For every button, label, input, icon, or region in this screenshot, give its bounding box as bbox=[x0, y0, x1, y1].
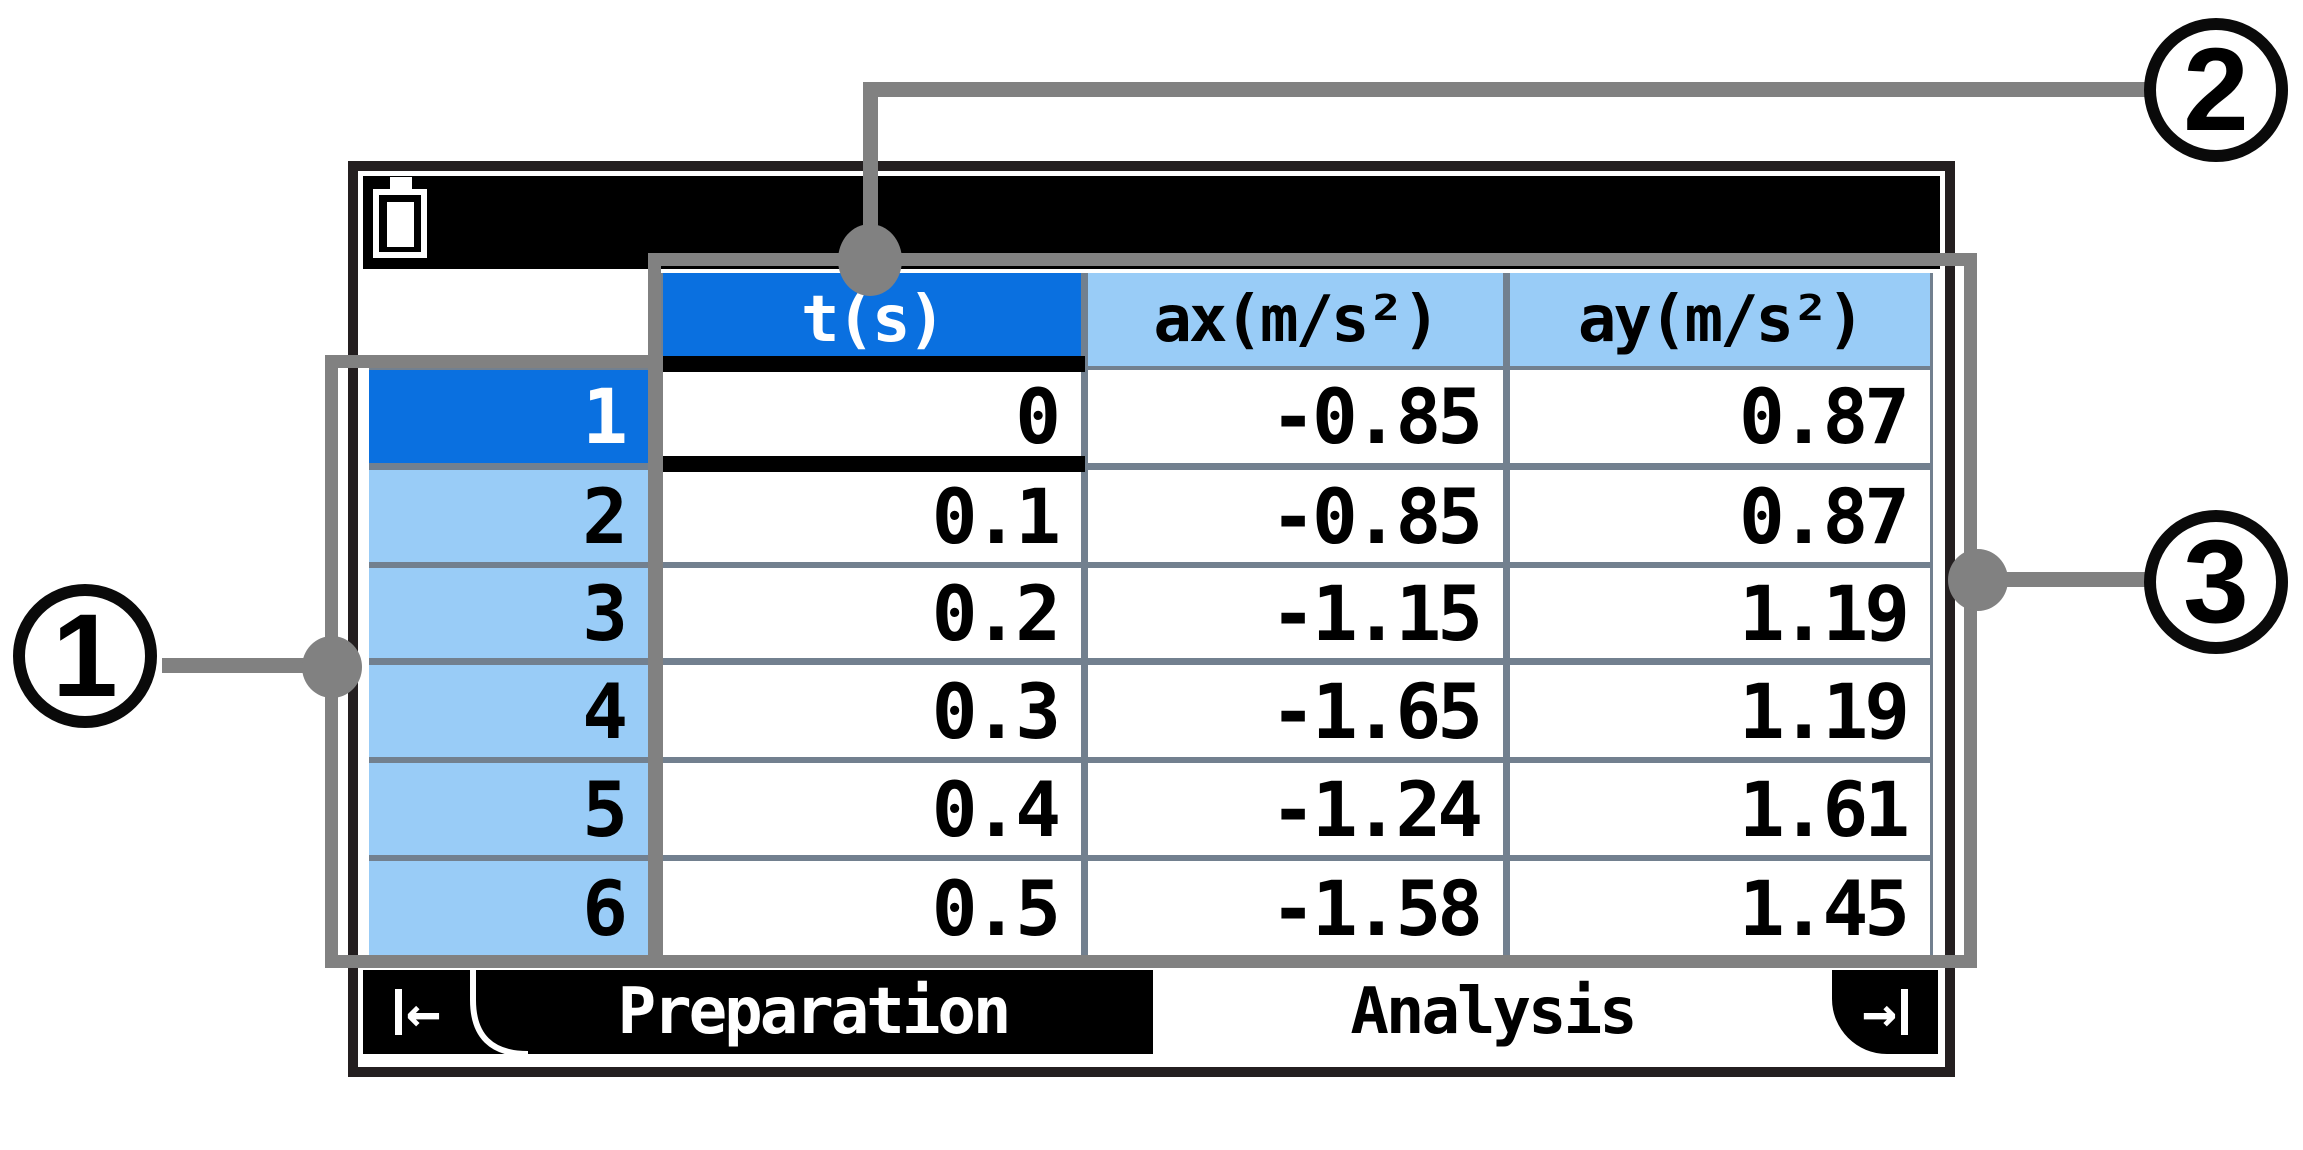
callout-3-badge: 3 bbox=[2144, 510, 2288, 654]
corner-cell bbox=[369, 273, 648, 366]
cell-ay-2[interactable]: 0.87 bbox=[1510, 470, 1930, 562]
row-header-2[interactable]: 2 bbox=[369, 470, 648, 562]
callout-1-line bbox=[162, 658, 332, 673]
cell-t-4[interactable]: 0.3 bbox=[663, 665, 1081, 757]
callout-frame-data-area bbox=[648, 253, 1977, 968]
callout-2-line bbox=[870, 82, 2145, 97]
cell-t-6[interactable]: 0.5 bbox=[663, 861, 1081, 955]
next-tabs-button[interactable] bbox=[1832, 970, 1938, 1054]
cell-ay-5[interactable]: 1.61 bbox=[1510, 763, 1930, 855]
arrow-to-end-icon: → bbox=[1862, 978, 1908, 1046]
cell-t-1 selected-cell[interactable]: 0 bbox=[663, 370, 1081, 463]
cell-t-5[interactable]: 0.4 bbox=[663, 763, 1081, 855]
battery-icon bbox=[390, 177, 412, 191]
cell-ay-6[interactable]: 1.45 bbox=[1510, 861, 1930, 955]
tab-bar-bottom-strip bbox=[363, 1054, 1938, 1066]
first-tab-icon[interactable]: ← bbox=[372, 970, 464, 1054]
callout-2-dot bbox=[838, 224, 902, 296]
tab-preparation[interactable]: Preparation bbox=[617, 975, 1012, 1049]
cell-ay-1[interactable]: 0.87 bbox=[1510, 370, 1930, 463]
row-header-6[interactable]: 6 bbox=[369, 861, 648, 955]
column-header-ax[interactable]: ax(m/s²) bbox=[1088, 273, 1503, 366]
tab-separator-curve bbox=[470, 970, 529, 1054]
row-header-5[interactable]: 5 bbox=[369, 763, 648, 855]
battery-icon bbox=[387, 202, 414, 247]
cell-ax-3[interactable]: -1.15 bbox=[1088, 568, 1503, 658]
callout-2-badge: 2 bbox=[2144, 18, 2288, 162]
cell-ax-5[interactable]: -1.24 bbox=[1088, 763, 1503, 855]
cell-ay-4[interactable]: 1.19 bbox=[1510, 665, 1930, 757]
battery-icon bbox=[373, 189, 427, 258]
selected-cell-bottom-border bbox=[656, 456, 1085, 472]
cell-ax-4[interactable]: -1.65 bbox=[1088, 665, 1503, 757]
callout-1-dot bbox=[302, 636, 362, 698]
row-header-3[interactable]: 3 bbox=[369, 568, 648, 658]
column-header-ay[interactable]: ay(m/s²) bbox=[1510, 273, 1930, 366]
cell-ay-3[interactable]: 1.19 bbox=[1510, 568, 1930, 658]
cell-ax-2[interactable]: -0.85 bbox=[1088, 470, 1503, 562]
callout-3-dot bbox=[1948, 549, 2008, 611]
tab-analysis[interactable] bbox=[1153, 970, 1938, 1054]
cell-ax-6[interactable]: -1.58 bbox=[1088, 861, 1503, 955]
row-header-4[interactable]: 4 bbox=[369, 665, 648, 757]
cell-t-2[interactable]: 0.1 bbox=[663, 470, 1081, 562]
cell-t-3[interactable]: 0.2 bbox=[663, 568, 1081, 658]
tab-analysis-label[interactable]: Analysis bbox=[1350, 975, 1637, 1049]
selected-cell-top-border bbox=[656, 356, 1085, 372]
last-tab-icon[interactable]: → bbox=[1840, 970, 1930, 1054]
callout-3-line bbox=[2000, 572, 2145, 587]
callout-frame-row-numbers bbox=[325, 355, 663, 968]
cell-ax-1[interactable]: -0.85 bbox=[1088, 370, 1503, 463]
callout-2-line bbox=[863, 82, 878, 262]
callout-1-badge: 1 bbox=[13, 584, 157, 728]
row-header-1[interactable]: 1 bbox=[369, 370, 648, 463]
arrow-to-start-icon: ← bbox=[395, 978, 441, 1046]
